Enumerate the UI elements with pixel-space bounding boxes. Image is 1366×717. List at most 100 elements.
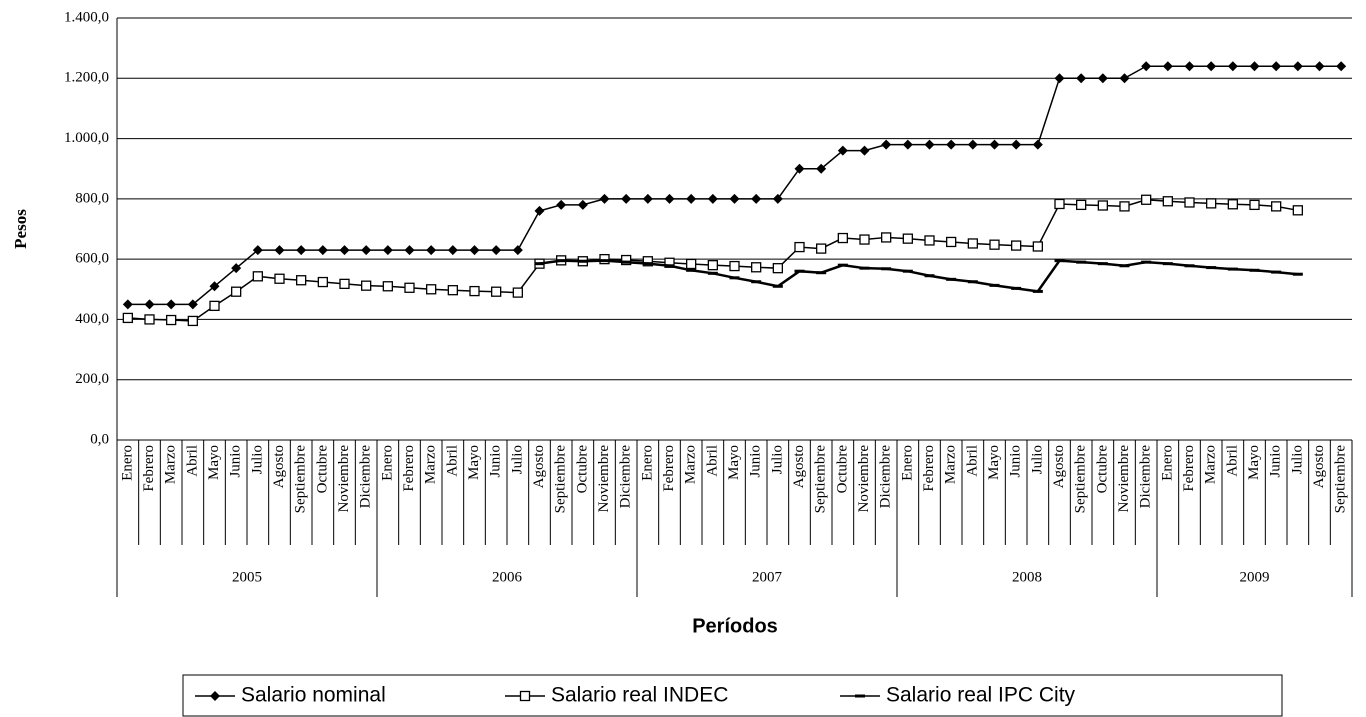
data-point	[1227, 267, 1238, 271]
x-tick-label: Abril	[964, 445, 980, 477]
x-tick-label: Enero	[379, 445, 395, 481]
data-point	[1119, 264, 1130, 268]
x-tick-label: Julio	[769, 445, 785, 474]
data-point	[816, 243, 827, 254]
data-point	[1141, 260, 1152, 264]
data-point	[1097, 73, 1108, 84]
data-point	[859, 234, 870, 245]
x-tick-label: Marzo	[423, 445, 439, 484]
x-tick-label: Noviembre	[1116, 445, 1132, 513]
legend-marker	[210, 691, 220, 701]
y-tick-label: 1.400,0	[64, 9, 109, 25]
data-point	[967, 280, 978, 284]
data-point	[642, 256, 653, 267]
group-label: 2009	[1240, 569, 1270, 585]
y-tick-label: 400,0	[75, 311, 109, 327]
data-point	[924, 274, 935, 278]
data-point	[1141, 61, 1152, 72]
series-line	[539, 259, 1298, 293]
group-label: 2005	[232, 569, 262, 585]
data-point	[426, 284, 437, 295]
x-tick-label: Febrero	[1181, 445, 1197, 492]
data-point	[534, 205, 545, 216]
data-point	[1097, 262, 1108, 266]
x-tick-label: Diciembre	[618, 445, 634, 509]
data-point	[794, 269, 805, 273]
data-point	[1227, 61, 1238, 72]
x-tick-label: Abril	[184, 445, 200, 477]
data-point	[382, 245, 393, 256]
data-point	[1271, 270, 1282, 274]
data-point	[144, 299, 155, 310]
data-point	[1249, 61, 1260, 72]
data-point	[187, 315, 198, 327]
data-point	[686, 258, 697, 270]
data-point	[1184, 197, 1195, 208]
data-point	[512, 287, 523, 298]
x-tick-label: Febrero	[661, 445, 677, 492]
data-point	[772, 284, 783, 288]
data-point	[296, 245, 307, 256]
data-point	[794, 241, 805, 253]
data-point	[1314, 61, 1325, 72]
legend-box	[182, 674, 1283, 717]
data-point	[664, 264, 675, 268]
data-point	[1097, 200, 1108, 211]
data-point	[902, 269, 913, 273]
group-label: 2007	[752, 569, 783, 585]
legend-marker	[855, 694, 865, 698]
data-point	[382, 281, 393, 292]
data-point	[989, 139, 1000, 150]
data-point	[1162, 262, 1173, 266]
data-point	[924, 235, 935, 246]
x-tick-label: Enero	[1159, 445, 1175, 481]
x-tick-label: Octubre	[1094, 445, 1110, 494]
data-point	[729, 276, 740, 280]
x-tick-label: Agosto	[531, 445, 547, 488]
data-point	[946, 236, 957, 248]
data-point	[1032, 139, 1043, 150]
data-point	[1011, 139, 1022, 150]
x-tick-label: Febrero	[141, 445, 157, 492]
data-point	[144, 314, 155, 325]
data-point	[967, 139, 978, 150]
x-tick-label: Octubre	[834, 445, 850, 494]
data-point	[404, 282, 415, 293]
data-point	[1249, 199, 1260, 211]
x-tick-label: Enero	[639, 445, 655, 481]
x-tick-label: Mayo	[1246, 445, 1262, 480]
data-point	[1206, 61, 1217, 72]
x-tick-label: Junio	[748, 445, 764, 478]
y-tick-label: 200,0	[75, 371, 109, 387]
x-tick-label: Noviembre	[856, 445, 872, 513]
data-point	[751, 262, 762, 273]
data-point	[1119, 73, 1130, 84]
y-tick-label: 600,0	[75, 251, 109, 267]
x-tick-label: Agosto	[1051, 445, 1067, 488]
data-point	[1271, 61, 1282, 72]
y-tick-label: 0,0	[90, 431, 109, 447]
data-point	[859, 145, 870, 156]
data-point	[361, 245, 372, 256]
data-point	[794, 163, 805, 174]
data-point	[707, 260, 718, 271]
data-point	[946, 139, 957, 150]
data-point	[729, 260, 740, 272]
data-point	[729, 193, 740, 204]
data-point	[707, 193, 718, 204]
x-tick-label: Julio	[1289, 445, 1305, 474]
data-point	[924, 139, 935, 150]
x-tick-label: Abril	[1224, 445, 1240, 477]
x-tick-label: Agosto	[1311, 445, 1327, 488]
data-point	[1206, 198, 1217, 209]
data-point	[686, 268, 697, 272]
x-tick-label: Marzo	[943, 445, 959, 484]
data-point	[1292, 205, 1303, 216]
data-point	[707, 271, 718, 275]
data-point	[404, 245, 415, 256]
data-point	[122, 299, 133, 310]
data-point	[859, 266, 870, 270]
data-point	[209, 300, 220, 312]
